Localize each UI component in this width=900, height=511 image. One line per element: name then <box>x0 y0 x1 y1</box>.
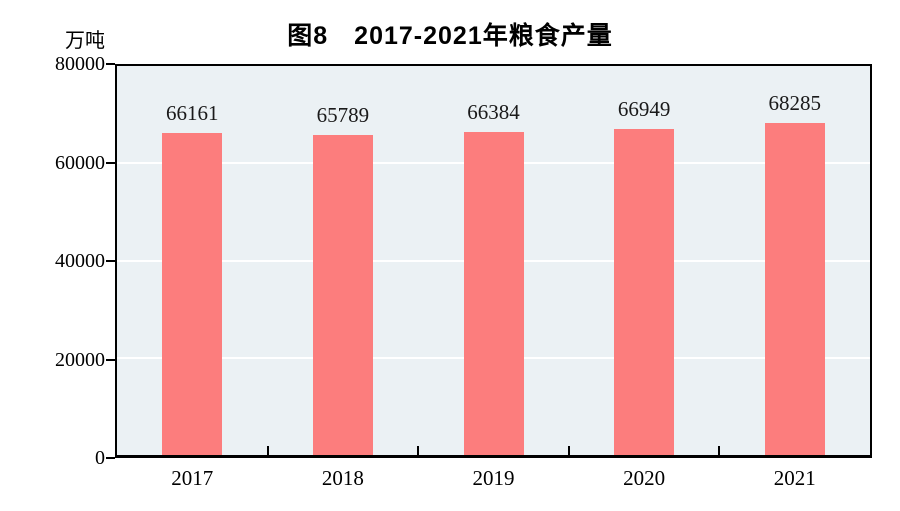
chart-title: 图8 2017-2021年粮食产量 <box>287 22 613 50</box>
bar-2021 <box>764 122 825 455</box>
bar-value-label: 65789 <box>316 103 370 128</box>
y-tick-label: 40000 <box>55 250 105 272</box>
bar-2019 <box>463 132 524 455</box>
plot-area: 66161 65789 66384 66949 68285 <box>115 64 872 458</box>
y-tick-mark <box>106 63 115 65</box>
y-tick-label: 20000 <box>55 348 105 371</box>
y-tick-mark <box>106 161 115 164</box>
y-tick-mark <box>106 457 115 459</box>
x-tick-mark <box>718 446 721 455</box>
x-tick-label: 2017 <box>171 466 214 490</box>
bar-2018 <box>312 135 373 455</box>
bar-value-label: 66949 <box>617 97 671 122</box>
bar-2017 <box>162 133 223 455</box>
x-tick-label: 2019 <box>472 466 515 490</box>
y-tick-label: 80000 <box>55 53 105 75</box>
y-tick-label: 60000 <box>55 151 105 174</box>
bar-value-label: 66161 <box>166 101 219 126</box>
x-tick-mark <box>567 446 570 455</box>
x-tick-mark <box>266 446 269 455</box>
x-tick-label: 2020 <box>623 466 666 490</box>
x-tick-mark <box>417 446 420 455</box>
y-tick-mark <box>106 358 115 361</box>
y-tick-label: 0 <box>95 447 105 469</box>
bar-value-label: 66384 <box>467 100 520 125</box>
x-tick-label: 2021 <box>773 466 816 490</box>
bar-value-label: 68285 <box>768 90 821 115</box>
y-axis-unit-label: 万吨 <box>65 30 105 52</box>
x-tick-label: 2018 <box>321 466 364 490</box>
y-tick-mark <box>106 260 115 262</box>
bar-2020 <box>614 129 675 455</box>
